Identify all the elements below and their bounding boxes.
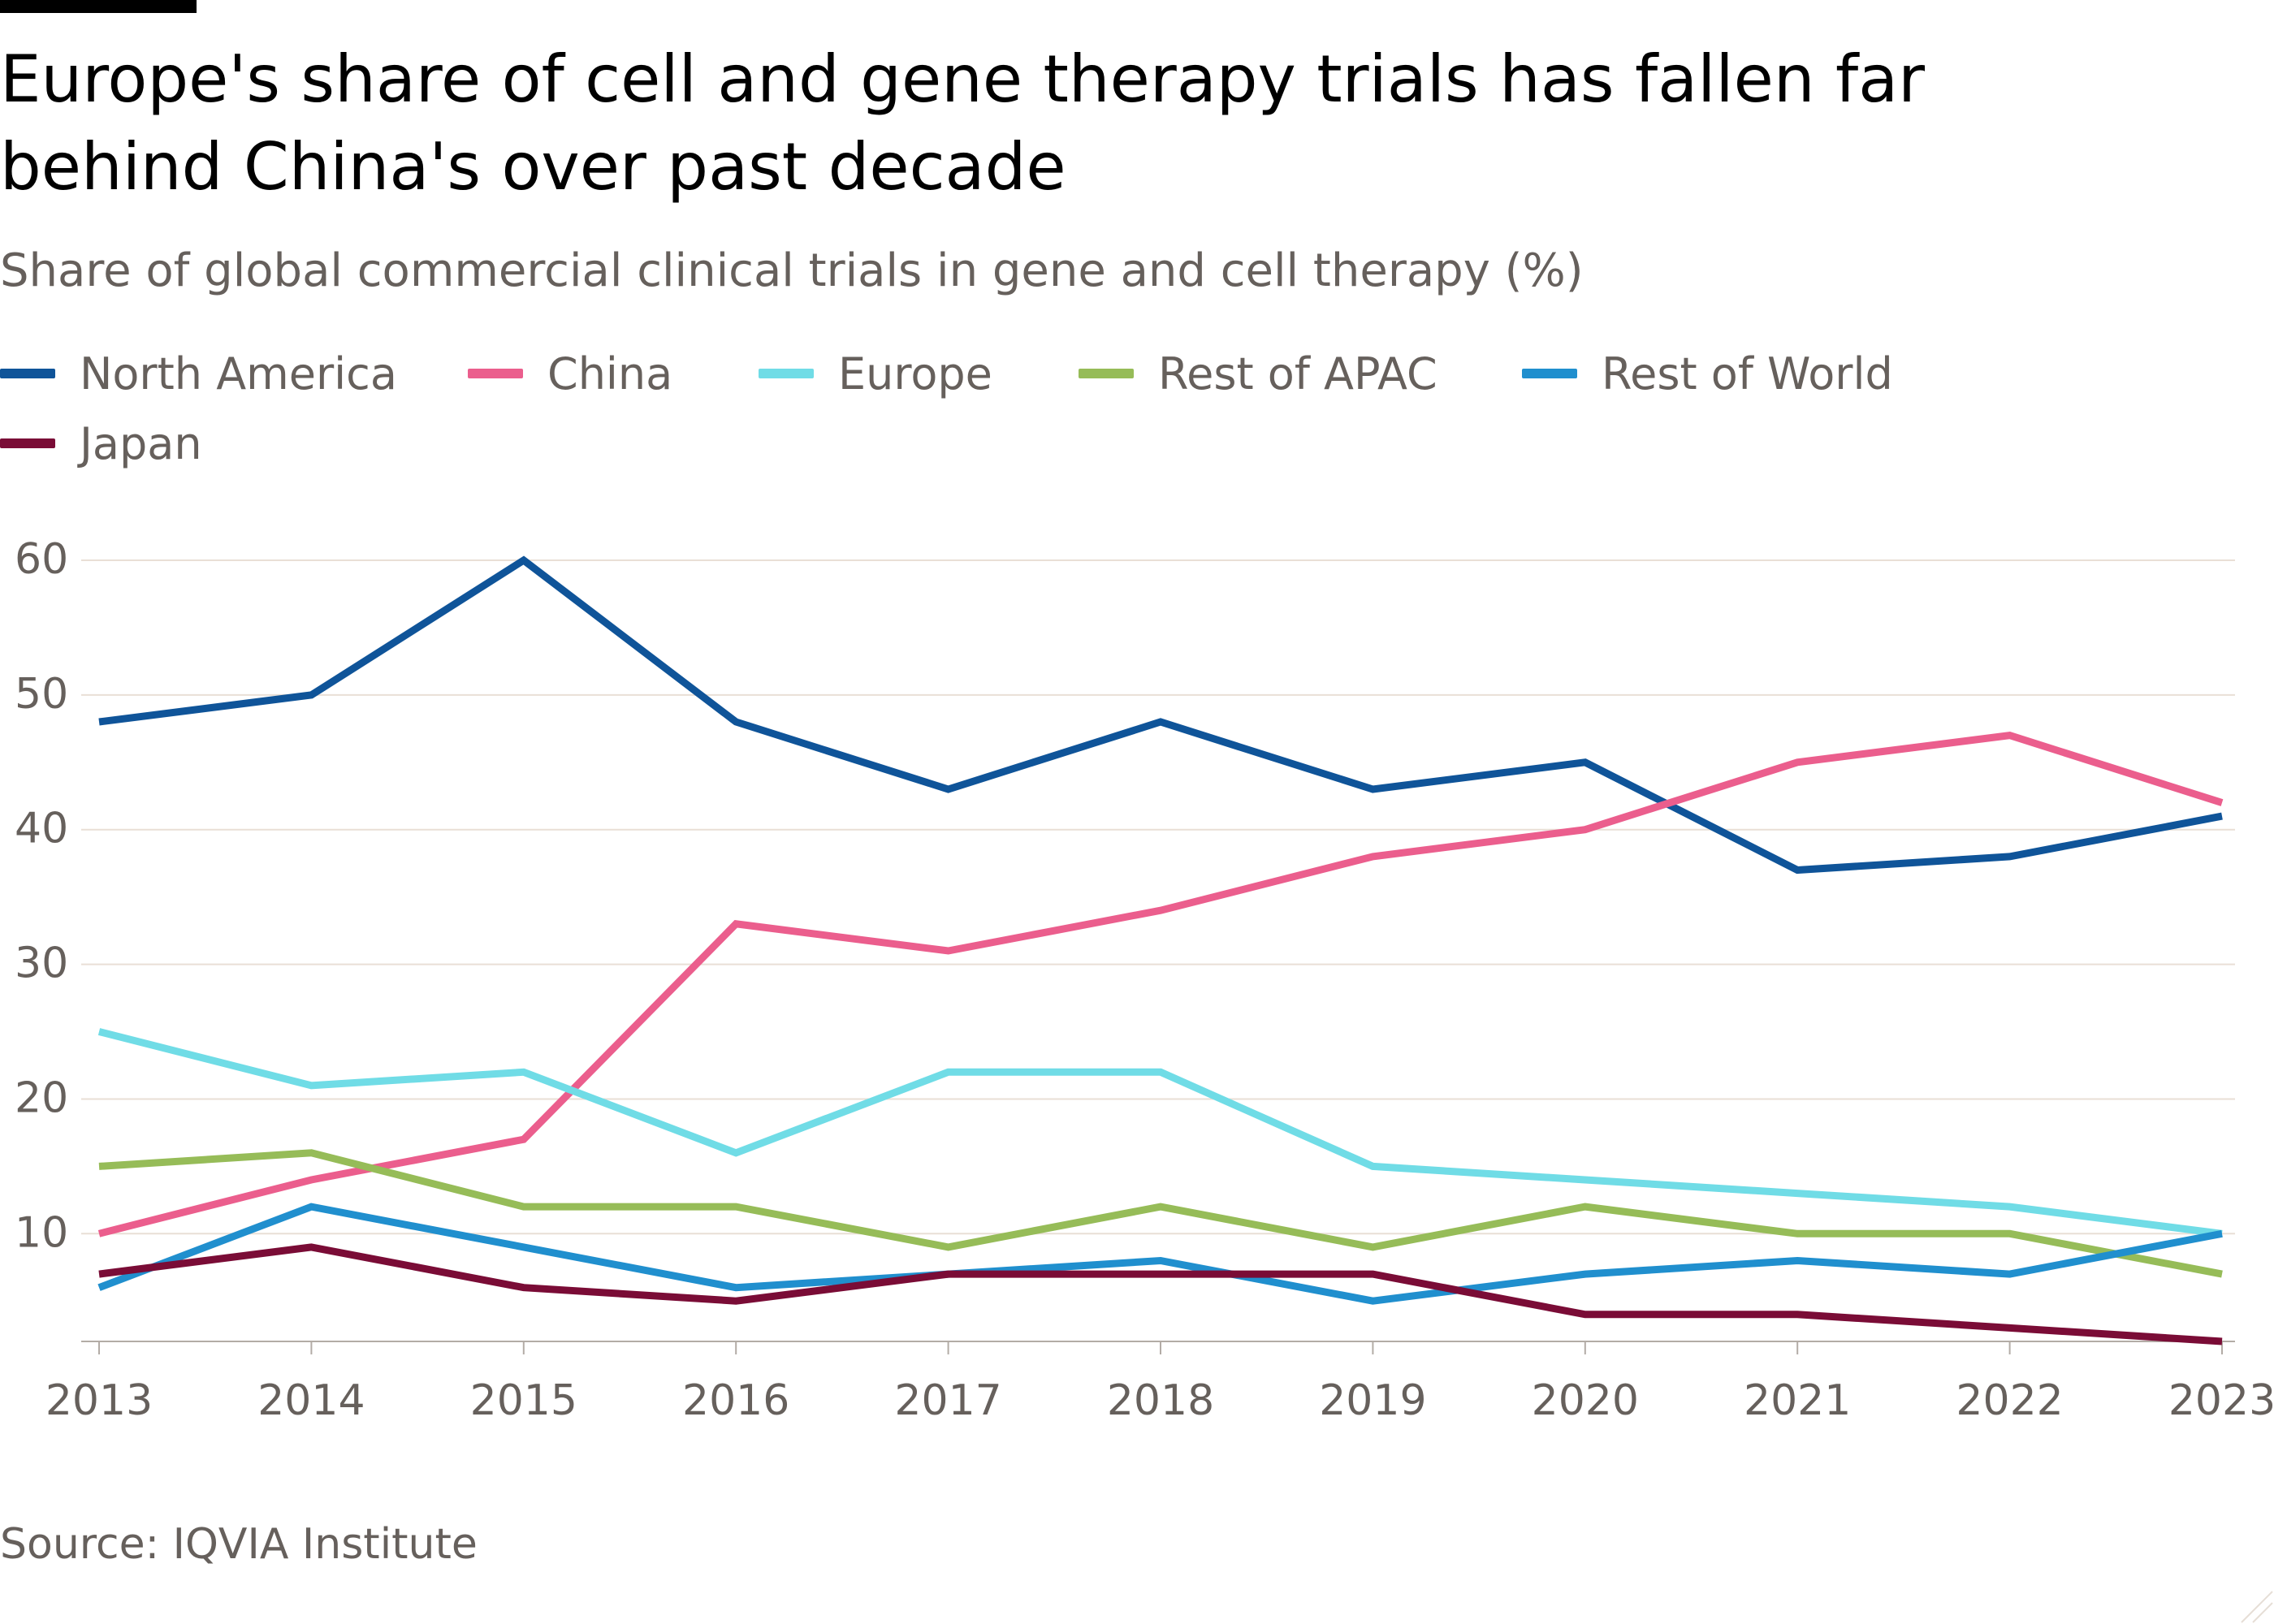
series-line-europe	[97, 1028, 2223, 1237]
legend-item-north-america: North America	[0, 344, 397, 403]
series-lines	[97, 555, 2224, 1345]
series-line-japan	[98, 1243, 2223, 1345]
x-tick-label: 2014	[257, 1376, 365, 1425]
x-tick-label: 2020	[1532, 1376, 1639, 1425]
legend-swatch-rest-of-apac	[1079, 369, 1134, 378]
x-axis-tick-labels: 2013 2014 2015 2016 2017 2018 2019 2020 2021 2022…	[45, 1376, 2274, 1425]
y-axis-tick-labels: 10 20 30 40 50 60	[15, 535, 68, 1257]
legend-swatch-north-america	[0, 369, 55, 378]
legend-label-japan: Japan	[80, 417, 202, 469]
y-tick-label: 20	[15, 1073, 68, 1122]
legend-swatch-europe	[759, 369, 814, 378]
legend-swatch-rest-of-world	[1522, 369, 1577, 378]
y-tick-label: 60	[15, 535, 68, 584]
x-tick-label: 2015	[470, 1376, 577, 1425]
x-axis	[81, 1341, 2235, 1354]
legend-swatch-japan	[0, 438, 55, 448]
legend-item-china: China	[468, 344, 672, 403]
series-line-north-america	[98, 555, 2223, 875]
legend-item-europe: Europe	[759, 344, 992, 403]
legend-label-europe: Europe	[838, 348, 992, 400]
x-tick-label: 2023	[2168, 1376, 2274, 1425]
x-tick-label: 2016	[682, 1376, 789, 1425]
source-note: Source: IQVIA Institute	[0, 1520, 478, 1569]
x-tick-label: 2021	[1744, 1376, 1851, 1425]
series-line-china	[97, 732, 2224, 1237]
legend-swatch-china	[468, 369, 523, 378]
y-tick-label: 30	[15, 939, 68, 988]
x-tick-label: 2017	[894, 1376, 1001, 1425]
legend-item-rest-of-apac: Rest of APAC	[1079, 344, 1437, 403]
x-tick-label: 2019	[1319, 1376, 1426, 1425]
series-line-rest-of-apac	[98, 1149, 2223, 1278]
chart-legend: North America China Europe Rest of APAC …	[0, 344, 2030, 490]
gridlines	[81, 559, 2235, 1235]
legend-label-north-america: North America	[80, 348, 397, 400]
chart-subtitle: Share of global commercial clinical tria…	[0, 244, 1584, 297]
y-tick-label: 10	[15, 1208, 68, 1257]
series-line-rest-of-world	[97, 1203, 2223, 1305]
legend-item-rest-of-world: Rest of World	[1522, 344, 1893, 403]
y-tick-label: 40	[15, 805, 68, 853]
x-tick-label: 2018	[1107, 1376, 1214, 1425]
legend-item-japan: Japan	[0, 414, 202, 473]
legend-label-rest-of-apac: Rest of APAC	[1158, 348, 1437, 400]
y-tick-label: 50	[15, 670, 68, 719]
legend-label-china: China	[547, 348, 673, 400]
x-tick-label: 2022	[1956, 1376, 2063, 1425]
brand-top-bar	[0, 0, 197, 13]
chart-title: Europe's share of cell and gene therapy …	[0, 41, 1926, 205]
x-tick-label: 2013	[45, 1376, 153, 1425]
corner-fold-icon	[2241, 1591, 2273, 1623]
legend-label-rest-of-world: Rest of World	[1602, 348, 1893, 400]
